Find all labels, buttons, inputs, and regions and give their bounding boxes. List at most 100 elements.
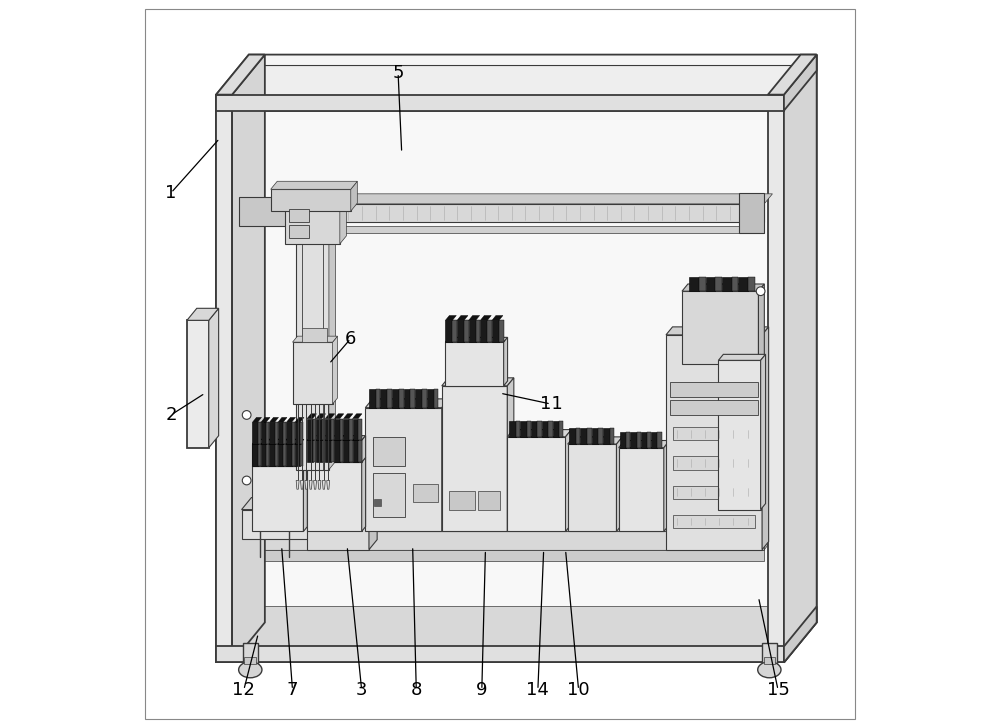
Polygon shape bbox=[487, 320, 492, 342]
Text: 12: 12 bbox=[232, 681, 255, 699]
Polygon shape bbox=[718, 360, 761, 510]
Polygon shape bbox=[229, 66, 813, 106]
Polygon shape bbox=[343, 435, 353, 440]
Polygon shape bbox=[764, 511, 781, 550]
Polygon shape bbox=[527, 421, 531, 437]
Polygon shape bbox=[619, 440, 670, 448]
Polygon shape bbox=[266, 444, 269, 466]
Polygon shape bbox=[242, 498, 335, 510]
Bar bbox=[449, 491, 475, 510]
Text: 10: 10 bbox=[567, 681, 590, 699]
Polygon shape bbox=[292, 444, 295, 466]
Polygon shape bbox=[442, 386, 507, 531]
Polygon shape bbox=[509, 421, 516, 437]
Polygon shape bbox=[480, 320, 487, 342]
Polygon shape bbox=[422, 389, 427, 408]
Bar bbox=[243, 643, 258, 665]
Text: 6: 6 bbox=[345, 330, 356, 347]
Bar bbox=[289, 209, 309, 222]
Polygon shape bbox=[187, 309, 219, 320]
Polygon shape bbox=[358, 419, 362, 440]
Polygon shape bbox=[651, 432, 657, 448]
Polygon shape bbox=[682, 291, 758, 364]
Polygon shape bbox=[295, 439, 304, 444]
Polygon shape bbox=[761, 355, 766, 510]
Polygon shape bbox=[242, 510, 325, 539]
Polygon shape bbox=[307, 499, 377, 510]
Polygon shape bbox=[380, 389, 387, 408]
Polygon shape bbox=[252, 461, 307, 466]
Text: 8: 8 bbox=[411, 681, 422, 699]
Polygon shape bbox=[715, 277, 722, 291]
Polygon shape bbox=[480, 315, 491, 320]
Polygon shape bbox=[293, 336, 337, 342]
Polygon shape bbox=[325, 498, 335, 539]
Bar bbox=[764, 657, 775, 664]
Polygon shape bbox=[748, 277, 755, 291]
Polygon shape bbox=[353, 419, 358, 440]
Polygon shape bbox=[457, 315, 468, 320]
Polygon shape bbox=[626, 432, 630, 448]
Polygon shape bbox=[768, 95, 784, 662]
Polygon shape bbox=[331, 440, 334, 462]
Polygon shape bbox=[537, 421, 542, 437]
Bar bbox=[478, 491, 500, 510]
Polygon shape bbox=[296, 222, 329, 470]
Polygon shape bbox=[376, 389, 380, 408]
Polygon shape bbox=[784, 55, 817, 662]
Polygon shape bbox=[283, 444, 286, 466]
Polygon shape bbox=[287, 194, 772, 204]
Polygon shape bbox=[387, 389, 392, 408]
Polygon shape bbox=[637, 432, 641, 448]
Polygon shape bbox=[641, 432, 647, 448]
Polygon shape bbox=[322, 419, 325, 440]
Polygon shape bbox=[309, 480, 312, 489]
Polygon shape bbox=[762, 327, 769, 550]
Polygon shape bbox=[269, 444, 275, 466]
Polygon shape bbox=[307, 457, 366, 462]
Polygon shape bbox=[603, 428, 610, 444]
Polygon shape bbox=[739, 193, 764, 233]
Polygon shape bbox=[327, 480, 330, 489]
Polygon shape bbox=[362, 435, 366, 462]
Text: 15: 15 bbox=[767, 681, 790, 699]
Polygon shape bbox=[334, 419, 340, 440]
Polygon shape bbox=[278, 439, 287, 444]
Text: 1: 1 bbox=[165, 184, 177, 202]
Polygon shape bbox=[239, 197, 287, 226]
Polygon shape bbox=[261, 417, 270, 422]
Polygon shape bbox=[252, 444, 303, 466]
Polygon shape bbox=[410, 389, 415, 408]
Polygon shape bbox=[682, 284, 764, 291]
Polygon shape bbox=[286, 417, 295, 422]
Polygon shape bbox=[278, 444, 283, 466]
Polygon shape bbox=[252, 444, 258, 466]
Polygon shape bbox=[216, 55, 817, 95]
Polygon shape bbox=[469, 320, 476, 342]
Polygon shape bbox=[293, 342, 333, 404]
Polygon shape bbox=[353, 414, 362, 419]
Bar bbox=[373, 473, 405, 517]
Polygon shape bbox=[261, 422, 266, 444]
Circle shape bbox=[242, 476, 251, 485]
Polygon shape bbox=[303, 439, 307, 466]
Polygon shape bbox=[349, 419, 353, 440]
Polygon shape bbox=[598, 428, 603, 444]
Polygon shape bbox=[296, 480, 299, 489]
Polygon shape bbox=[507, 437, 566, 531]
Polygon shape bbox=[351, 181, 357, 211]
Polygon shape bbox=[307, 440, 362, 462]
Polygon shape bbox=[300, 422, 303, 444]
Polygon shape bbox=[349, 440, 353, 462]
Polygon shape bbox=[738, 277, 748, 291]
Polygon shape bbox=[445, 315, 456, 320]
Polygon shape bbox=[261, 439, 270, 444]
Polygon shape bbox=[499, 320, 504, 342]
Polygon shape bbox=[252, 439, 262, 444]
Polygon shape bbox=[301, 480, 303, 489]
Polygon shape bbox=[302, 328, 327, 342]
Polygon shape bbox=[666, 327, 769, 335]
Polygon shape bbox=[313, 440, 316, 462]
Polygon shape bbox=[252, 417, 262, 422]
Polygon shape bbox=[374, 499, 381, 506]
